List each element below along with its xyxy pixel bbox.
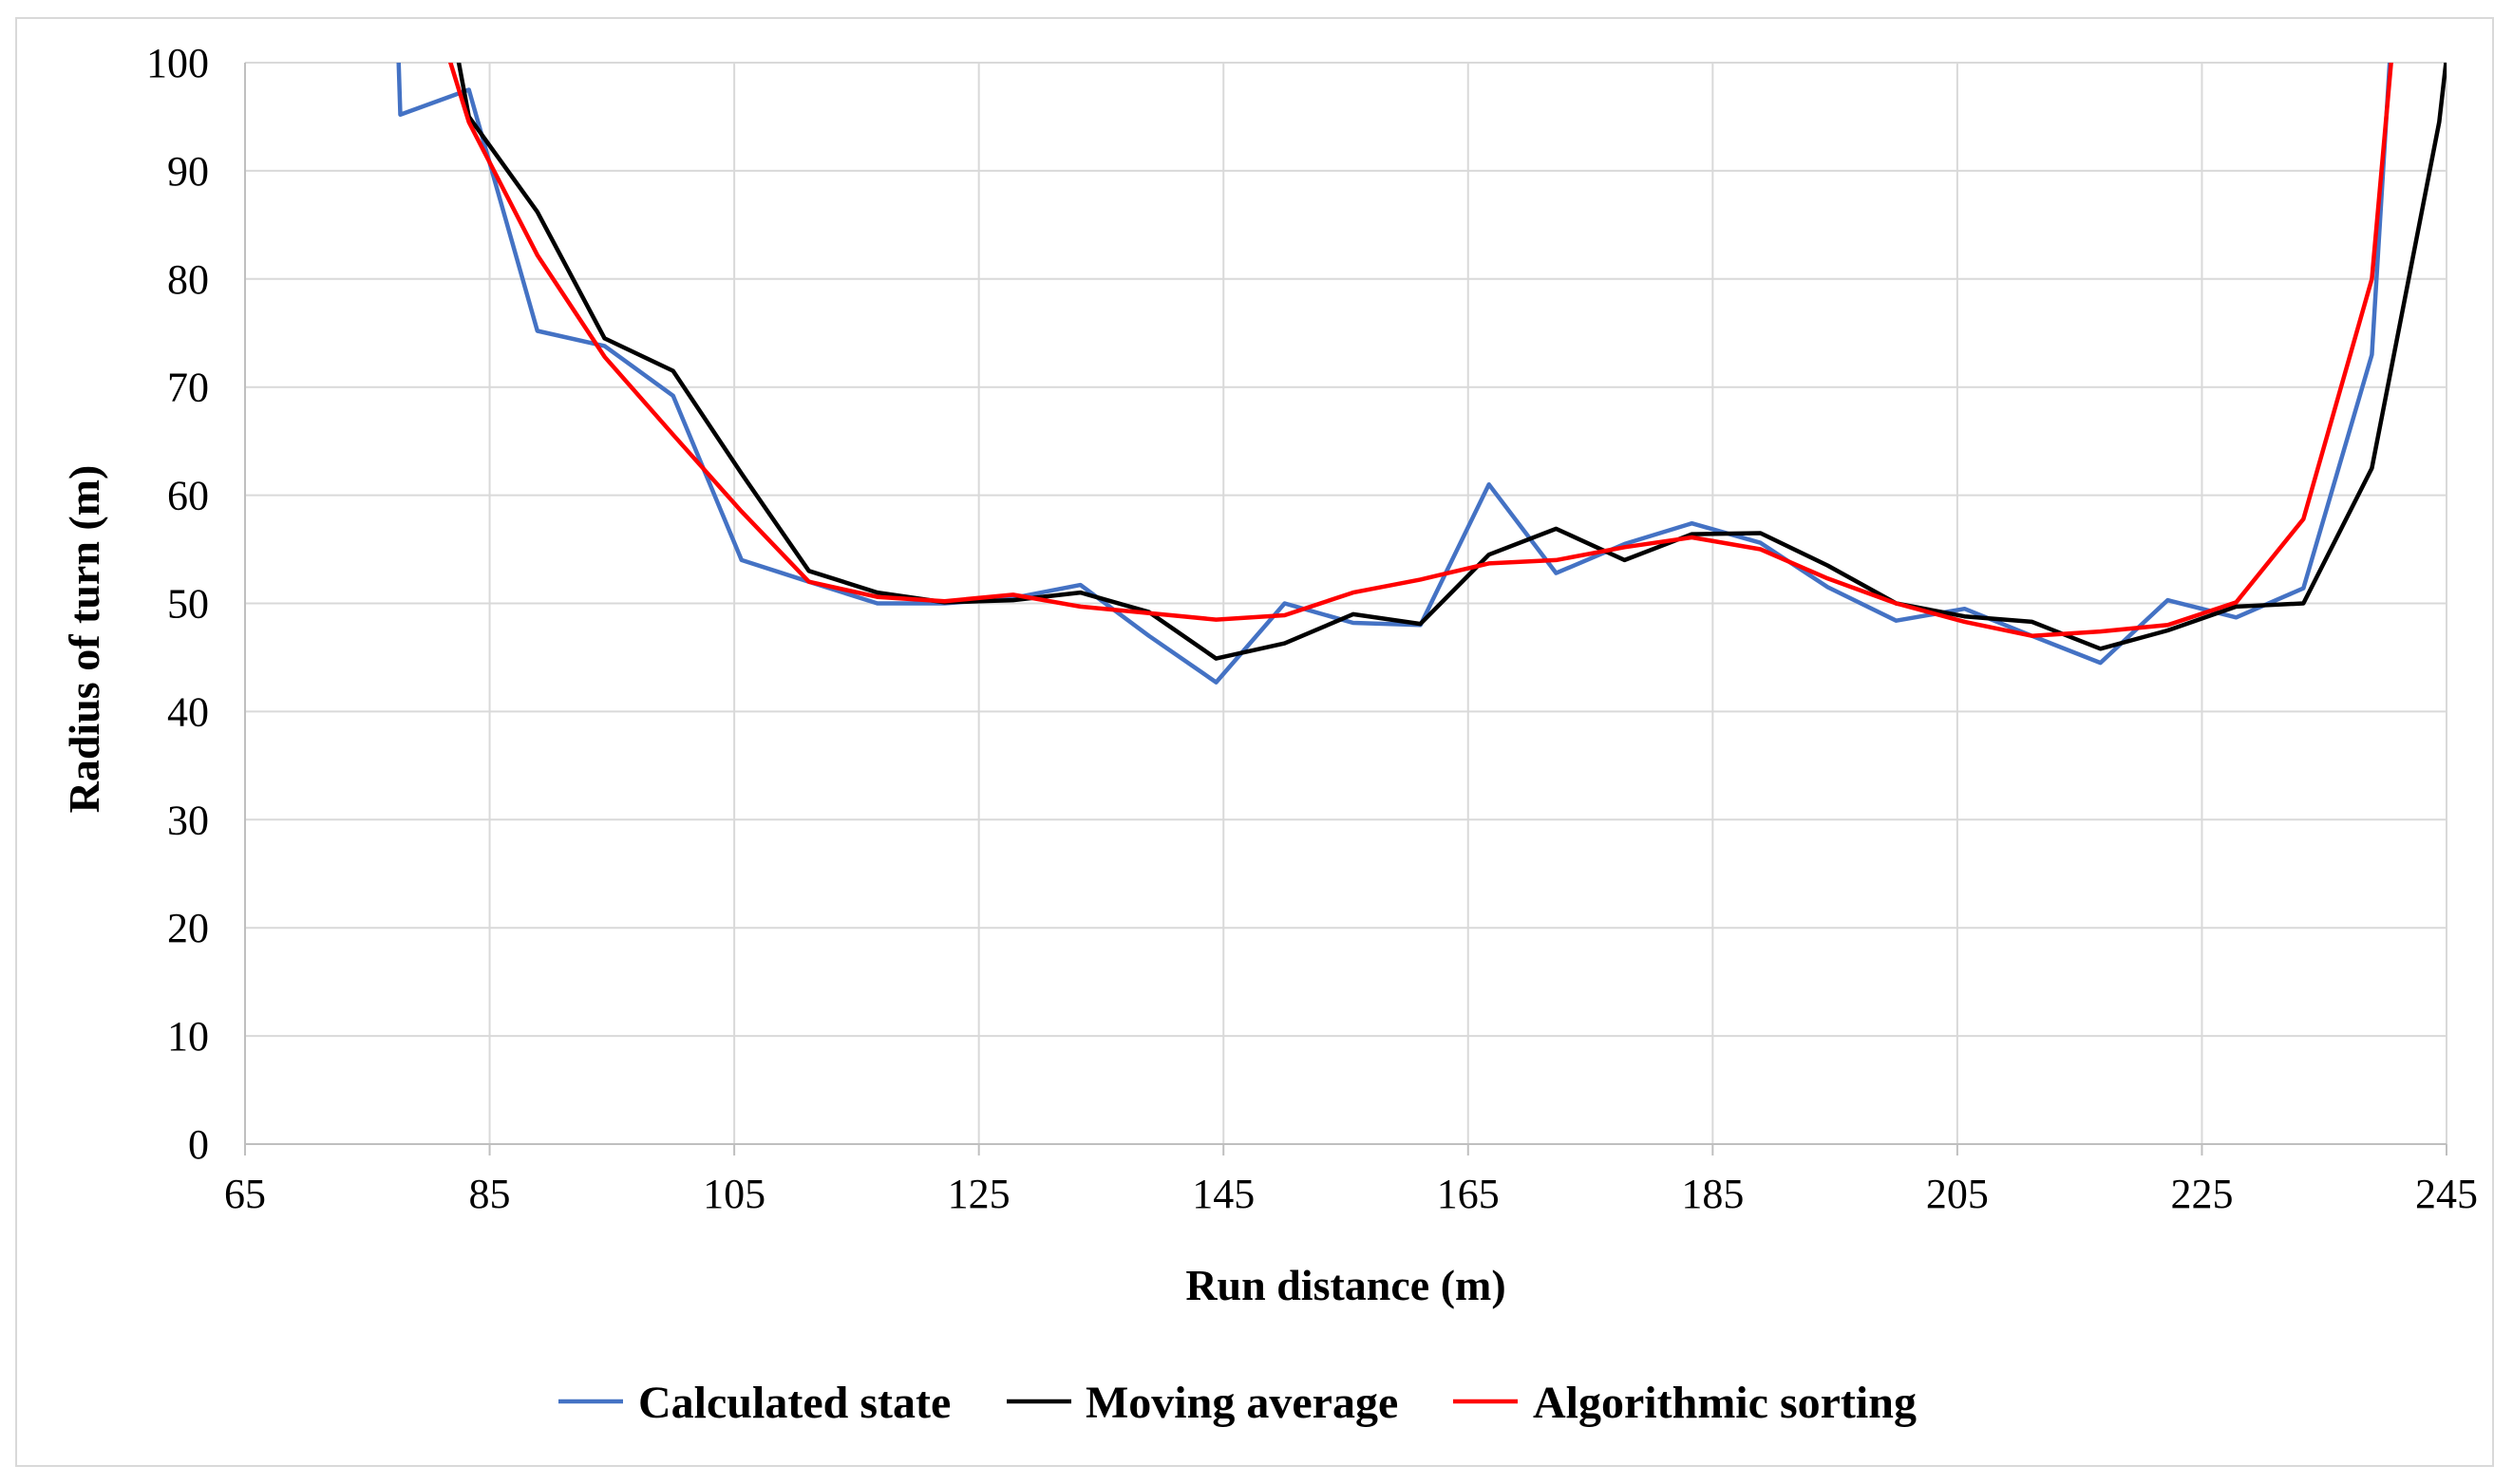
x-tick-label: 105 (703, 1171, 765, 1217)
y-tick-label: 90 (167, 148, 209, 195)
chart-frame (15, 17, 2494, 1467)
y-tick-label: 100 (146, 40, 209, 86)
x-tick-label: 185 (1681, 1171, 1744, 1217)
x-tick-label: 145 (1192, 1171, 1255, 1217)
y-tick-label: 0 (188, 1121, 209, 1168)
x-tick-label: 225 (2170, 1171, 2233, 1217)
legend: Calculated state Moving average Algorith… (558, 1378, 1917, 1428)
y-tick-label: 10 (167, 1013, 209, 1060)
x-tick-label: 85 (469, 1171, 511, 1217)
axes (244, 63, 2447, 1155)
series-line-moving-average (456, 63, 2447, 661)
tick-labels: 0 10 20 30 40 50 60 70 80 90 100 65 85 105 125 145 165 18… (146, 40, 2478, 1217)
y-tick-label: 20 (167, 905, 209, 951)
legend-label-calculated-state: Calculated state (638, 1378, 951, 1428)
legend-label-algorithmic-sorting: Algorithmic sorting (1533, 1378, 1917, 1428)
y-tick-label: 50 (167, 581, 209, 628)
x-axis-title: Run distance (m) (1185, 1261, 1505, 1309)
x-tick-label: 165 (1437, 1171, 1500, 1217)
y-tick-label: 60 (167, 473, 209, 519)
series-line-algorithmic-sorting (447, 63, 2393, 638)
grid-lines (244, 62, 2447, 1144)
x-tick-label: 245 (2415, 1171, 2478, 1217)
y-tick-label: 80 (167, 256, 209, 303)
series-line-calculated-state (396, 63, 2392, 685)
y-tick-label: 70 (167, 365, 209, 411)
series-lines (396, 63, 2447, 685)
y-tick-label: 40 (167, 688, 209, 735)
y-tick-label: 30 (167, 797, 209, 843)
x-tick-label: 125 (948, 1171, 1011, 1217)
legend-label-moving-average: Moving average (1086, 1378, 1398, 1428)
y-axis-title: Radius of turn (m) (60, 465, 108, 814)
x-tick-label: 205 (1926, 1171, 1989, 1217)
x-tick-label: 65 (224, 1171, 266, 1217)
